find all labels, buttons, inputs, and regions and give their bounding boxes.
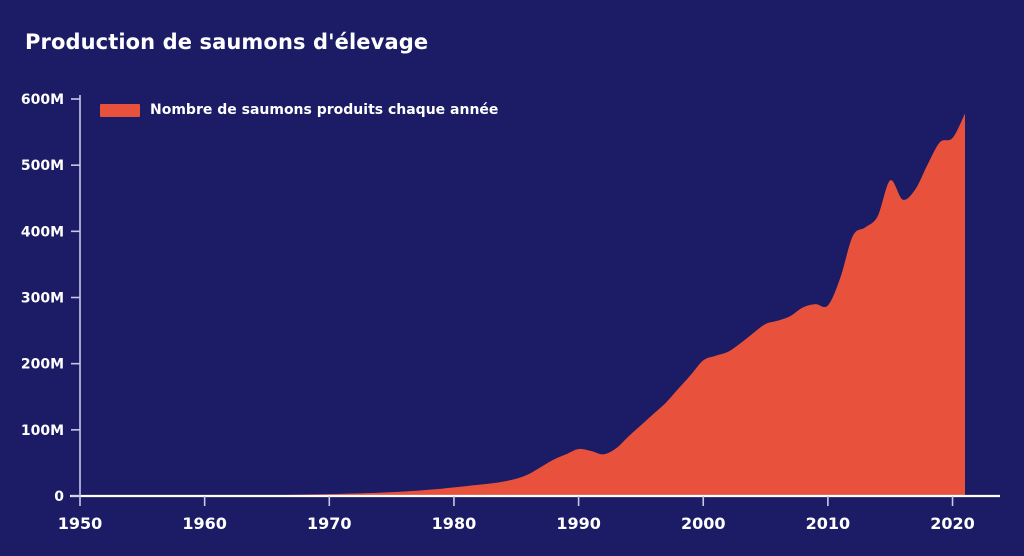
x-tick-label: 1960 xyxy=(182,514,227,533)
x-tick-label: 1990 xyxy=(556,514,601,533)
legend-color-swatch xyxy=(100,103,140,117)
y-tick-label: 200M xyxy=(21,357,64,373)
x-tick-label: 1980 xyxy=(432,514,477,533)
chart-legend: Nombre de saumons produits chaque année xyxy=(100,102,498,118)
y-axis-ticks: 0 100M 200M 300M 400M 500M 600M xyxy=(21,92,80,505)
x-tick-label: 2000 xyxy=(681,514,726,533)
y-tick-label: 400M xyxy=(21,224,64,240)
x-tick-label: 1970 xyxy=(307,514,352,533)
y-tick-label: 0 xyxy=(54,489,64,505)
legend-series-label: Nombre de saumons produits chaque année xyxy=(150,102,499,118)
y-tick-label: 500M xyxy=(21,158,64,174)
x-tick-label: 2010 xyxy=(806,514,851,533)
x-axis-ticks: 1950 1960 1970 1980 1990 2000 2010 2020 xyxy=(58,496,975,533)
y-tick-label: 300M xyxy=(21,291,64,307)
y-tick-label: 100M xyxy=(21,423,64,439)
page-title: Production de saumons d'élevage xyxy=(25,30,429,54)
x-tick-label: 1950 xyxy=(58,514,103,533)
x-tick-label: 2020 xyxy=(930,514,975,533)
series-area-layer xyxy=(80,113,965,496)
series-area-nombre-de-saumons xyxy=(80,113,965,496)
y-tick-label: 600M xyxy=(21,92,64,108)
